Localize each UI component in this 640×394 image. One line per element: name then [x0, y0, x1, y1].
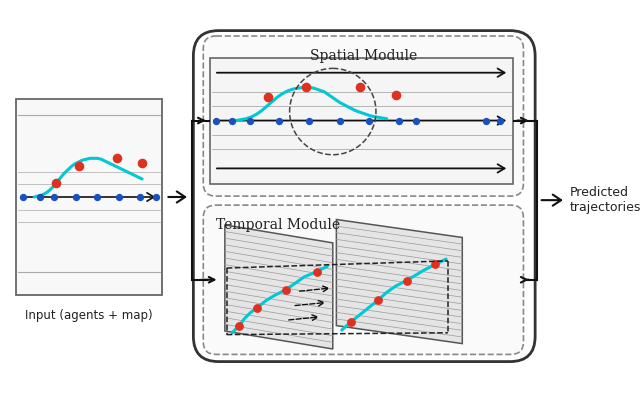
- Point: [346, 319, 356, 325]
- Point: [364, 117, 374, 124]
- Text: Spatial Module: Spatial Module: [310, 48, 417, 63]
- Point: [234, 322, 244, 329]
- Polygon shape: [337, 219, 462, 344]
- Point: [335, 117, 345, 124]
- Point: [49, 194, 59, 200]
- Point: [401, 277, 412, 284]
- Point: [304, 117, 314, 124]
- Bar: [211, 58, 513, 184]
- Point: [35, 194, 45, 200]
- Point: [227, 117, 237, 124]
- Point: [19, 194, 29, 200]
- Point: [394, 117, 404, 124]
- Point: [372, 297, 383, 304]
- Point: [252, 305, 262, 311]
- Text: Input (agents + map): Input (agents + map): [25, 309, 153, 322]
- FancyBboxPatch shape: [193, 31, 535, 362]
- Point: [430, 261, 440, 268]
- Point: [51, 179, 61, 186]
- Point: [281, 286, 291, 293]
- Point: [152, 194, 162, 200]
- Point: [301, 84, 311, 91]
- Point: [112, 155, 122, 162]
- Point: [410, 117, 420, 124]
- Point: [274, 117, 284, 124]
- Point: [495, 117, 505, 124]
- Point: [70, 194, 81, 200]
- Point: [135, 194, 145, 200]
- Bar: [16, 99, 162, 295]
- FancyBboxPatch shape: [204, 36, 524, 196]
- Point: [481, 117, 491, 124]
- FancyBboxPatch shape: [204, 205, 524, 354]
- Point: [263, 94, 273, 100]
- Point: [74, 163, 84, 169]
- Point: [355, 84, 365, 91]
- Point: [137, 160, 147, 166]
- Point: [312, 268, 322, 275]
- Text: Temporal Module: Temporal Module: [216, 218, 340, 232]
- Point: [390, 92, 401, 98]
- Point: [114, 194, 124, 200]
- Polygon shape: [225, 225, 333, 349]
- Point: [245, 117, 255, 124]
- Point: [92, 194, 102, 200]
- Text: Predicted
trajectories: Predicted trajectories: [570, 186, 640, 214]
- Point: [211, 117, 221, 124]
